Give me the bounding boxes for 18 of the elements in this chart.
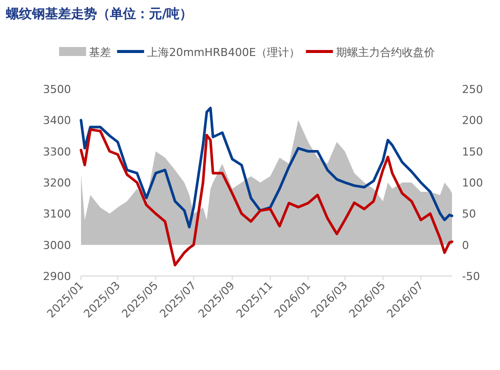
legend-label: 期螺主力合约收盘价 xyxy=(336,46,435,59)
y2-tick-label: 250 xyxy=(462,83,483,96)
y2-tick-label: 150 xyxy=(462,145,483,158)
y-tick-label: 3200 xyxy=(43,176,71,190)
legend-label: 上海20mmHRB400E（理计） xyxy=(147,46,300,59)
y-tick-label: 2900 xyxy=(43,270,71,283)
y2-tick-label: 200 xyxy=(462,114,483,128)
y-tick-label: 3400 xyxy=(43,114,71,128)
title: 螺纹钢基差走势（单位：元/吨） xyxy=(6,7,193,22)
y2-tick-label: 0 xyxy=(462,238,469,252)
y-tick-label: 3100 xyxy=(43,208,71,221)
y2-tick-label: 100 xyxy=(462,176,483,190)
y-tick-label: 3500 xyxy=(43,83,71,96)
y-tick-label: 3000 xyxy=(43,238,71,252)
y2-tick-label: -50 xyxy=(462,270,480,283)
y2-tick-label: 50 xyxy=(462,208,476,221)
legend-label: 基差 xyxy=(89,46,112,59)
y-tick-label: 3300 xyxy=(43,145,71,158)
